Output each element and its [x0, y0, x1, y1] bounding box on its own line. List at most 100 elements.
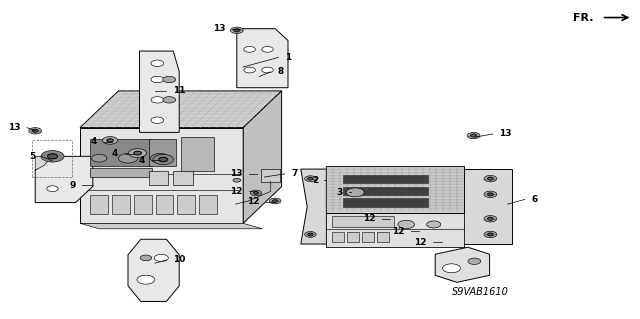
Text: FR.: FR. — [573, 12, 594, 23]
Circle shape — [484, 191, 497, 197]
Circle shape — [484, 231, 497, 238]
Circle shape — [262, 67, 273, 73]
Text: 10: 10 — [173, 256, 185, 264]
Text: 7: 7 — [291, 169, 298, 178]
Bar — [32, 140, 72, 177]
Circle shape — [102, 137, 118, 144]
Circle shape — [107, 139, 113, 142]
Circle shape — [129, 149, 147, 158]
Bar — [326, 213, 464, 247]
Circle shape — [244, 67, 255, 73]
Bar — [112, 195, 130, 214]
Circle shape — [346, 188, 364, 197]
Bar — [156, 195, 173, 214]
Circle shape — [151, 60, 164, 66]
Text: 6: 6 — [531, 195, 538, 204]
Text: 5: 5 — [29, 152, 35, 161]
Circle shape — [484, 216, 497, 222]
Circle shape — [163, 76, 175, 83]
Text: 4: 4 — [112, 149, 118, 158]
Circle shape — [273, 200, 278, 202]
Circle shape — [488, 217, 493, 220]
Bar — [90, 168, 152, 177]
Text: S9VAB1610: S9VAB1610 — [452, 287, 508, 297]
Circle shape — [118, 153, 138, 163]
Polygon shape — [237, 29, 288, 88]
Text: 12: 12 — [246, 197, 259, 206]
Circle shape — [159, 157, 168, 162]
Text: 11: 11 — [173, 86, 186, 95]
Circle shape — [29, 128, 42, 134]
Bar — [199, 195, 217, 214]
Circle shape — [47, 154, 58, 159]
Circle shape — [151, 117, 164, 123]
Text: 13: 13 — [8, 123, 20, 132]
Circle shape — [153, 154, 173, 165]
Polygon shape — [80, 91, 282, 128]
Polygon shape — [301, 169, 326, 244]
Text: 13: 13 — [230, 169, 243, 178]
Circle shape — [163, 97, 175, 103]
Polygon shape — [80, 223, 262, 229]
Circle shape — [308, 233, 313, 236]
Bar — [80, 128, 243, 223]
Polygon shape — [35, 156, 93, 203]
Circle shape — [488, 233, 493, 236]
Circle shape — [468, 258, 481, 264]
Circle shape — [305, 176, 316, 182]
Polygon shape — [435, 247, 490, 282]
Circle shape — [467, 132, 480, 139]
Polygon shape — [243, 91, 282, 223]
Circle shape — [488, 177, 493, 180]
Circle shape — [305, 232, 316, 237]
Circle shape — [427, 221, 441, 228]
Bar — [261, 169, 280, 182]
Circle shape — [233, 178, 241, 182]
Text: 13: 13 — [212, 24, 225, 33]
Circle shape — [471, 134, 476, 137]
Circle shape — [150, 153, 170, 163]
Circle shape — [398, 220, 415, 229]
Text: 13: 13 — [499, 130, 512, 138]
Circle shape — [154, 255, 168, 262]
Bar — [343, 175, 428, 183]
Bar — [326, 166, 464, 247]
Text: 12: 12 — [363, 214, 376, 223]
Polygon shape — [128, 239, 179, 301]
Circle shape — [134, 151, 141, 155]
Bar — [343, 198, 428, 207]
Circle shape — [234, 29, 240, 32]
Bar — [90, 139, 152, 166]
Text: 3: 3 — [336, 188, 342, 197]
Bar — [90, 195, 108, 214]
Bar — [181, 137, 214, 171]
Polygon shape — [464, 169, 512, 244]
Bar — [134, 195, 152, 214]
Text: 4: 4 — [139, 156, 145, 165]
Circle shape — [41, 151, 64, 162]
Text: 1: 1 — [285, 53, 291, 62]
Bar — [332, 232, 344, 241]
Circle shape — [488, 193, 493, 196]
Bar — [177, 195, 195, 214]
Text: 12: 12 — [414, 238, 427, 247]
Circle shape — [262, 47, 273, 52]
Text: 12: 12 — [392, 227, 404, 236]
Circle shape — [151, 97, 164, 103]
Bar — [343, 187, 428, 195]
Circle shape — [137, 275, 155, 284]
Circle shape — [47, 186, 58, 191]
Bar — [332, 216, 394, 227]
Circle shape — [92, 154, 107, 162]
Circle shape — [484, 175, 497, 182]
Bar — [347, 232, 359, 241]
Text: 2: 2 — [312, 176, 318, 185]
Circle shape — [250, 190, 262, 196]
Text: 12: 12 — [230, 187, 243, 196]
Circle shape — [269, 198, 281, 204]
Circle shape — [253, 192, 259, 194]
Bar — [378, 232, 389, 241]
Circle shape — [151, 76, 164, 83]
Bar — [148, 139, 176, 166]
Circle shape — [230, 27, 243, 33]
